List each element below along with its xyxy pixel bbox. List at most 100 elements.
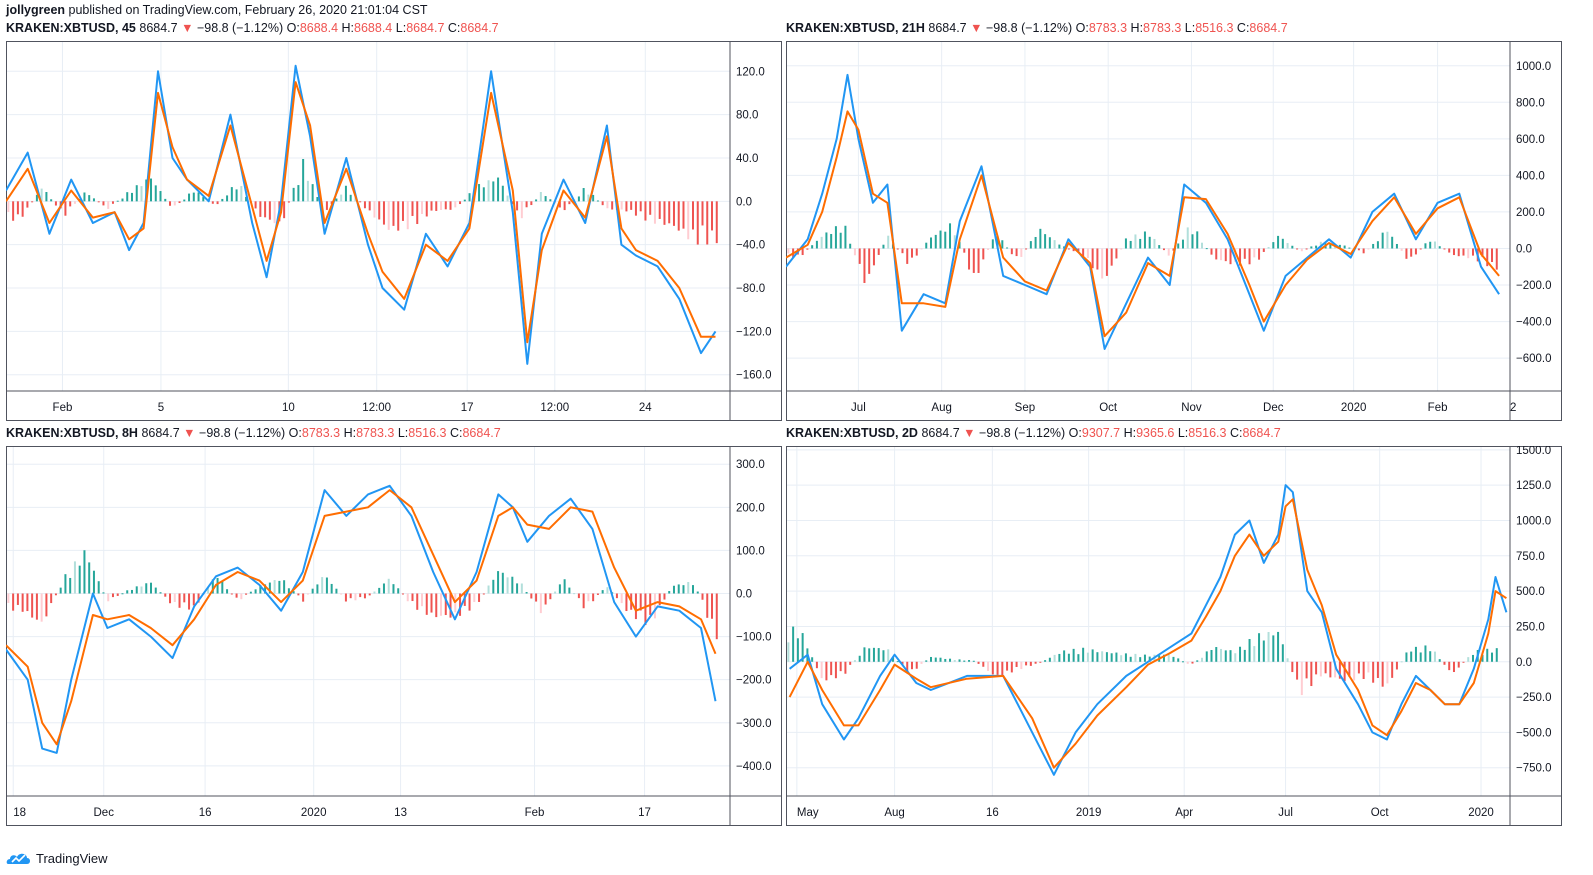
low-label: L: [395, 21, 407, 35]
histogram-bar [1481, 654, 1484, 662]
histogram-bar [1220, 248, 1223, 261]
histogram-bar [1072, 248, 1075, 252]
histogram-bar [440, 201, 443, 210]
histogram-bar [1258, 248, 1261, 260]
signal-line [788, 498, 1507, 769]
histogram-bar [130, 589, 133, 594]
y-tick-label: −40.0 [736, 240, 765, 252]
macd-chart[interactable]: 1000.0 800.0 600.0 400.0 200.0 0.0 −200.0 −400.… [786, 41, 1562, 421]
histogram-bar [1253, 248, 1256, 258]
x-tick-label: 24 [639, 402, 652, 414]
open-value: 8783.3 [1088, 21, 1128, 35]
y-tick-label: 600.0 [1516, 134, 1545, 146]
histogram-bar [696, 201, 699, 245]
histogram-bar [620, 201, 623, 210]
chart-panel-8h: KRAKEN:XBTUSD, 8H 8684.7 ▼ −98.8 (−1.12%… [6, 426, 782, 826]
histogram-bar [1305, 248, 1308, 250]
histogram-bar [1191, 661, 1194, 664]
histogram-bar [1048, 237, 1051, 249]
x-tick-label: 17 [461, 402, 474, 414]
histogram-bar [672, 585, 675, 594]
histogram-bar [1258, 633, 1261, 662]
histogram-bar [306, 593, 309, 595]
macd-chart[interactable]: 120.0 80.0 40.0 0.0 −40.0 −80.0 −120.0 −160.0 Fe… [6, 41, 782, 421]
x-tick-label: Feb [1428, 402, 1448, 414]
histogram-bar [554, 591, 557, 594]
histogram-bar [1395, 661, 1398, 670]
histogram-bar [896, 661, 899, 663]
histogram-bar [287, 588, 290, 594]
chart-panel-2d: KRAKEN:XBTUSD, 2D 8684.7 ▼ −98.8 (−1.12%… [786, 426, 1562, 826]
macd-chart[interactable]: 300.0 200.0 100.0 0.0 −100.0 −200.0 −300.0 −400… [6, 446, 782, 826]
histogram-bar [1239, 646, 1242, 662]
histogram-bar [1082, 248, 1085, 257]
histogram-bar [340, 593, 343, 595]
histogram-bar [815, 240, 818, 249]
histogram-bar [1025, 248, 1028, 250]
histogram-bar [577, 593, 580, 599]
histogram-bar [1229, 248, 1232, 265]
histogram-bar [459, 593, 462, 616]
y-tick-label: 1250.0 [1516, 480, 1551, 492]
histogram-bar [1315, 245, 1318, 249]
histogram-bar [1015, 248, 1018, 257]
close-label: C: [447, 21, 461, 35]
symbol-header: KRAKEN:XBTUSD, 2D 8684.7 ▼ −98.8 (−1.12%… [786, 426, 1281, 440]
histogram-bar [150, 582, 153, 594]
chart-frame [786, 41, 1562, 421]
histogram-bar [169, 593, 172, 604]
symbol-label[interactable]: KRAKEN:XBTUSD, 8H [6, 426, 138, 440]
histogram-bar [1048, 657, 1051, 662]
histogram-bar [539, 191, 542, 202]
high-value: 8783.3 [1143, 21, 1182, 35]
histogram-bar [1129, 656, 1132, 662]
symbol-label[interactable]: KRAKEN:XBTUSD, 2D [786, 426, 918, 440]
histogram-bar [1191, 234, 1194, 249]
histogram-bar [511, 576, 514, 594]
histogram-bar [268, 201, 271, 220]
histogram-bar [435, 201, 438, 211]
symbol-label[interactable]: KRAKEN:XBTUSD, 21H [786, 21, 925, 35]
histogram-bar [958, 659, 961, 662]
histogram-bar [606, 201, 609, 209]
histogram-bar [12, 593, 15, 611]
symbol-label[interactable]: KRAKEN:XBTUSD, 45 [6, 21, 136, 35]
histogram-bar [1186, 227, 1189, 249]
histogram-bar [820, 236, 823, 249]
histogram-bar [197, 192, 200, 202]
histogram-bar [1058, 653, 1061, 662]
histogram-bar [1239, 248, 1242, 266]
histogram-bar [425, 201, 428, 217]
last-price: 8684.7 [928, 21, 967, 35]
histogram-bar [639, 201, 642, 212]
author-name[interactable]: jollygreen [6, 3, 66, 17]
histogram-bar [1296, 248, 1299, 250]
histogram-bar [159, 592, 162, 594]
histogram-bar [596, 200, 599, 202]
histogram-bar [150, 178, 153, 202]
x-tick-label: Sep [1015, 402, 1035, 414]
histogram-bar [401, 201, 404, 221]
histogram-bar [839, 232, 842, 249]
histogram-bar [1357, 661, 1360, 674]
histogram-bar [178, 201, 181, 203]
histogram-bar [1348, 661, 1351, 677]
histogram-bar [1362, 248, 1365, 254]
histogram-bar [378, 201, 381, 220]
histogram-bar [344, 185, 347, 202]
histogram-bar [715, 201, 718, 244]
y-tick-label: 80.0 [736, 110, 758, 122]
tradingview-brand[interactable]: TradingView [6, 848, 108, 868]
histogram-bar [506, 195, 509, 202]
histogram-bar [1139, 657, 1142, 662]
histogram-bar [440, 593, 443, 616]
histogram-bar [1429, 241, 1432, 249]
y-tick-label: −80.0 [736, 283, 765, 295]
low-value: 8516.3 [408, 426, 447, 440]
macd-chart[interactable]: 1500.0 1250.0 1000.0 750.0 500.0 250.0 0.0 −250… [786, 446, 1562, 826]
histogram-bar [302, 158, 305, 202]
histogram-bar [906, 661, 909, 674]
histogram-bar [1210, 248, 1213, 255]
histogram-bar [340, 194, 343, 202]
last-price: 8684.7 [139, 21, 178, 35]
